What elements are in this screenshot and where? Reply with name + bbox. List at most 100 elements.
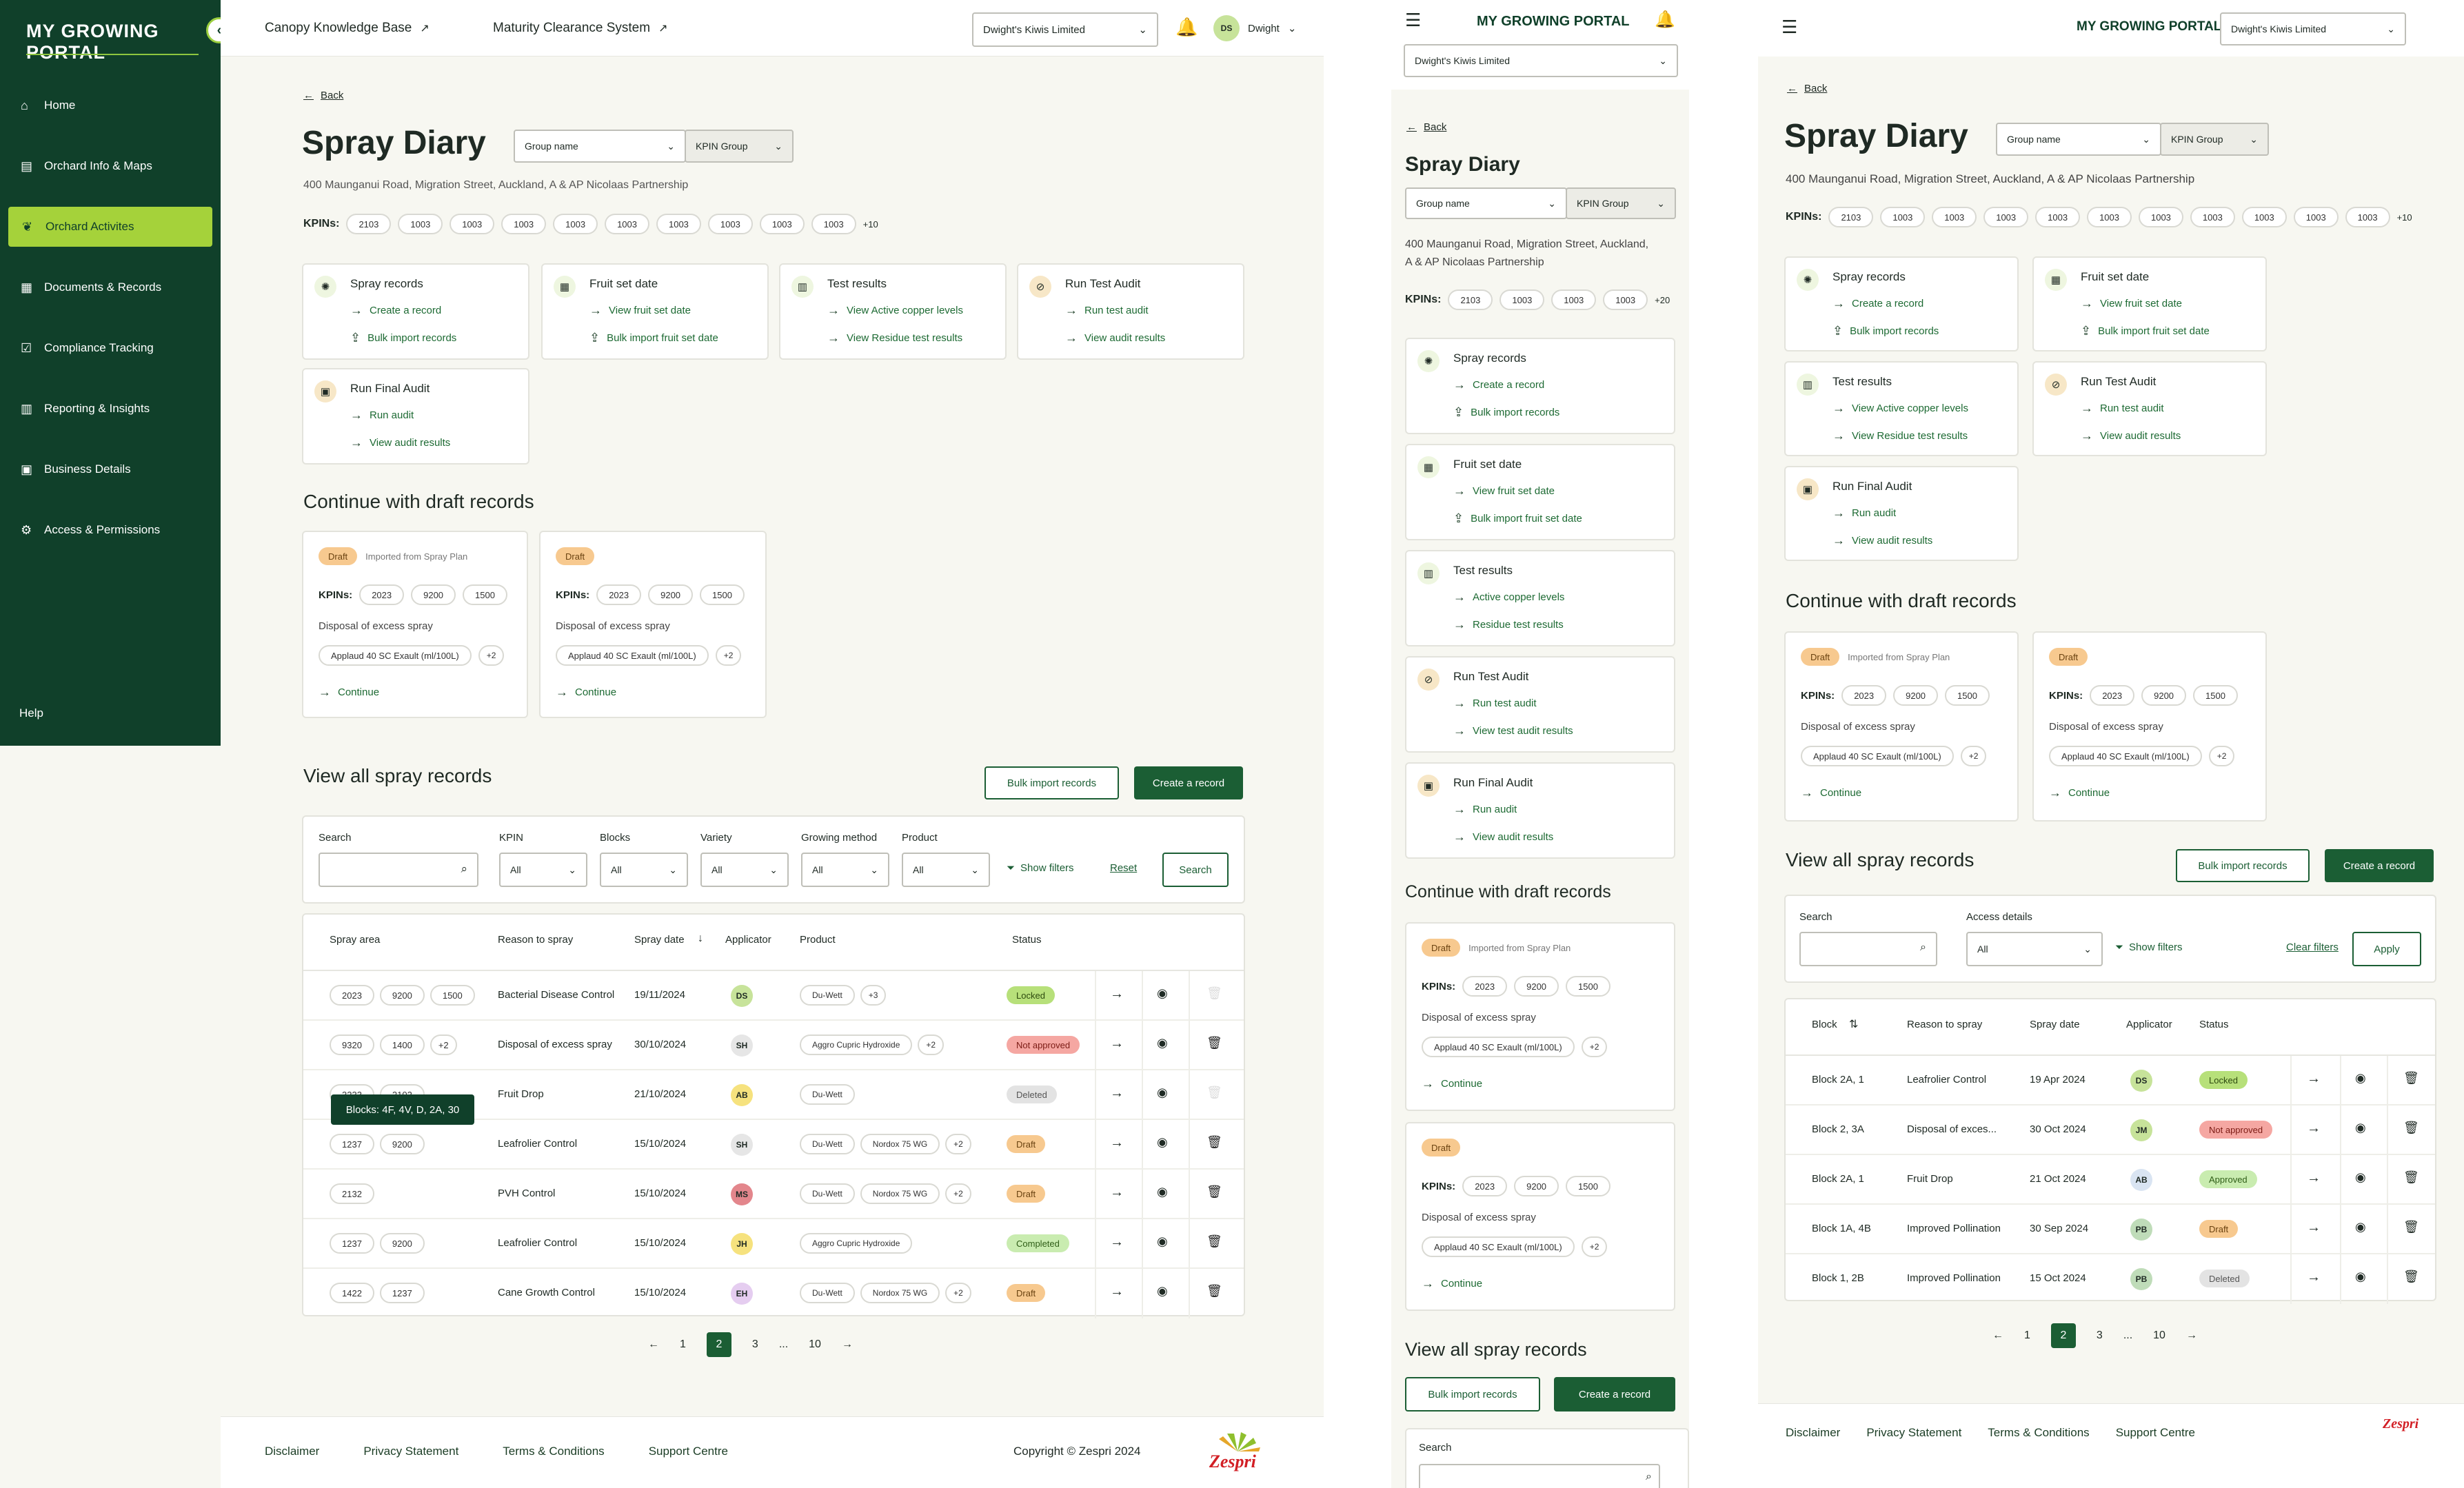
delete-trash-icon[interactable]: 🗑: [2403, 1071, 2419, 1085]
action-link[interactable]: → View audit results: [1832, 533, 1932, 548]
delete-trash-icon[interactable]: 🗑: [2403, 1270, 2419, 1283]
search-input[interactable]: ⌕: [319, 853, 478, 887]
bulk-import-button[interactable]: Bulk import records: [2176, 849, 2310, 882]
table-row[interactable]: Block 2A, 1 Leafrolier Control 19 Apr 2024…: [1786, 1056, 2435, 1105]
action-link[interactable]: → View audit results: [1453, 830, 1553, 844]
sidebar-item-orchard-activites[interactable]: ❦ Orchard Activites: [8, 207, 212, 247]
action-link[interactable]: → View fruit set date: [2081, 296, 2182, 311]
page-number[interactable]: 10: [2153, 1329, 2165, 1341]
footer-link[interactable]: Privacy Statement: [1866, 1426, 1962, 1439]
page-number[interactable]: 10: [809, 1338, 821, 1350]
view-eye-icon[interactable]: ◉: [2355, 1121, 2366, 1134]
delete-trash-icon[interactable]: 🗑: [1206, 1086, 1222, 1099]
action-link[interactable]: → View audit results: [2081, 429, 2181, 443]
action-link[interactable]: → Run test audit: [2081, 401, 2164, 416]
action-link[interactable]: → Run audit: [1453, 802, 1517, 817]
page-number[interactable]: 3: [751, 1338, 758, 1350]
bulk-import-button[interactable]: Bulk import records: [1405, 1377, 1540, 1411]
kpin-group-select[interactable]: KPIN Group ⌄: [1566, 187, 1676, 219]
table-row[interactable]: 2023 9200 1500 Bacterial Disease Control 19/…: [303, 971, 1244, 1021]
action-link[interactable]: → Create a record: [1453, 378, 1544, 392]
action-link[interactable]: → Create a record: [1832, 296, 1923, 311]
apply-button[interactable]: Apply: [2352, 932, 2421, 966]
delete-trash-icon[interactable]: 🗑: [1206, 1135, 1222, 1149]
page-number[interactable]: 3: [2096, 1329, 2103, 1341]
footer-link[interactable]: Support Centre: [648, 1445, 728, 1458]
continue-link[interactable]: → Continue: [1422, 1276, 1482, 1291]
table-row[interactable]: 1422 1237 Cane Growth Control 15/10/2024 EH D…: [303, 1269, 1244, 1318]
bulk-import-button[interactable]: Bulk import records: [984, 766, 1119, 799]
delete-trash-icon[interactable]: 🗑: [2403, 1220, 2419, 1234]
continue-link[interactable]: → Continue: [319, 685, 379, 700]
table-row[interactable]: Block 1A, 4B Improved Pollination 30 Sep 2…: [1786, 1205, 2435, 1254]
delete-trash-icon[interactable]: 🗑: [2403, 1121, 2419, 1134]
open-arrow-icon[interactable]: →: [2307, 1270, 2321, 1285]
action-link[interactable]: ⇪ Bulk import records: [1453, 405, 1559, 420]
action-link[interactable]: → View Residue test results: [827, 331, 962, 345]
delete-trash-icon[interactable]: 🗑: [1206, 1036, 1222, 1050]
bell-icon[interactable]: 🔔: [1175, 17, 1198, 37]
maturity-link[interactable]: Maturity Clearance System ↗: [493, 21, 668, 35]
continue-link[interactable]: → Continue: [1422, 1077, 1482, 1091]
footer-link[interactable]: Privacy Statement: [363, 1445, 459, 1458]
delete-trash-icon[interactable]: 🗑: [1206, 1234, 1222, 1248]
group-select[interactable]: Group name ⌄: [514, 130, 686, 163]
clear-filters-link[interactable]: Clear filters: [2286, 941, 2339, 953]
footer-link[interactable]: Support Centre: [2115, 1426, 2195, 1439]
search-input[interactable]: ⌕: [1799, 932, 1937, 966]
org-select[interactable]: Dwight's Kiwis Limited ⌄: [2220, 12, 2406, 45]
create-record-button[interactable]: Create a record: [1134, 766, 1243, 799]
sort-icon[interactable]: ⇅: [1849, 1019, 1859, 1030]
variety-select[interactable]: All ⌄: [700, 853, 789, 887]
sidebar-item-business-details[interactable]: ▣ Business Details: [0, 449, 221, 489]
create-record-button[interactable]: Create a record: [2325, 849, 2434, 882]
action-link[interactable]: → Create a record: [350, 303, 441, 318]
view-eye-icon[interactable]: ◉: [2355, 1170, 2366, 1184]
action-link[interactable]: → Active copper levels: [1453, 590, 1564, 604]
action-link[interactable]: → Run test audit: [1453, 696, 1537, 711]
menu-icon[interactable]: ☰: [1405, 10, 1422, 30]
next-page-icon[interactable]: →: [841, 1338, 853, 1350]
bell-icon[interactable]: 🔔: [1655, 10, 1675, 29]
view-eye-icon[interactable]: ◉: [1157, 1135, 1168, 1149]
table-row[interactable]: 9320 1400 +2 Disposal of excess spray 30/10/…: [303, 1021, 1244, 1070]
action-link[interactable]: → Run audit: [1832, 506, 1896, 520]
open-arrow-icon[interactable]: →: [1110, 1284, 1124, 1299]
action-link[interactable]: → Run test audit: [1065, 303, 1149, 318]
view-eye-icon[interactable]: ◉: [1157, 1284, 1168, 1298]
action-link[interactable]: ⇪ Bulk import fruit set date: [2081, 324, 2210, 338]
sidebar-item-home[interactable]: ⌂ Home: [0, 85, 221, 125]
view-eye-icon[interactable]: ◉: [1157, 1234, 1168, 1248]
action-link[interactable]: → View audit results: [350, 436, 450, 450]
org-select[interactable]: Dwight's Kiwis Limited ⌄: [972, 12, 1158, 47]
group-select[interactable]: Group name ⌄: [1996, 123, 2161, 156]
org-select[interactable]: Dwight's Kiwis Limited ⌄: [1404, 44, 1678, 77]
page-number[interactable]: 1: [2024, 1329, 2030, 1341]
action-link[interactable]: → Run audit: [350, 408, 414, 422]
view-eye-icon[interactable]: ◉: [1157, 986, 1168, 1000]
open-arrow-icon[interactable]: →: [1110, 1135, 1124, 1150]
sidebar-item-reporting-insights[interactable]: ▥ Reporting & Insights: [0, 389, 221, 429]
method-select[interactable]: All ⌄: [801, 853, 889, 887]
table-row[interactable]: 2132 PVH Control 15/10/2024 MS Du-Wett Nordox…: [303, 1170, 1244, 1219]
open-arrow-icon[interactable]: →: [1110, 1036, 1124, 1051]
sort-down-icon[interactable]: ↓: [698, 932, 703, 944]
reset-link[interactable]: Reset: [1110, 862, 1138, 874]
action-link[interactable]: → View Residue test results: [1832, 429, 1968, 443]
page-number[interactable]: ...: [2123, 1329, 2133, 1341]
prev-page-icon[interactable]: ←: [1992, 1329, 2003, 1341]
action-link[interactable]: → View audit results: [1065, 331, 1165, 345]
action-link[interactable]: ⇪ Bulk import fruit set date: [1453, 511, 1582, 526]
open-arrow-icon[interactable]: →: [1110, 1234, 1124, 1250]
sidebar-item-documents-records[interactable]: ▦ Documents & Records: [0, 267, 221, 307]
back-link[interactable]: ← Back: [1406, 121, 1447, 133]
page-number[interactable]: 2: [2050, 1323, 2076, 1348]
action-link[interactable]: → View fruit set date: [589, 303, 691, 318]
open-arrow-icon[interactable]: →: [1110, 986, 1124, 1001]
back-link[interactable]: ← Back: [303, 90, 344, 101]
footer-link[interactable]: Terms & Conditions: [503, 1445, 605, 1458]
open-arrow-icon[interactable]: →: [1110, 1086, 1124, 1101]
search-input[interactable]: ⌕: [1419, 1464, 1660, 1488]
delete-trash-icon[interactable]: 🗑: [1206, 1284, 1222, 1298]
table-row[interactable]: Block 2, 3A Disposal of exces... 30 Oct 20…: [1786, 1105, 2435, 1155]
